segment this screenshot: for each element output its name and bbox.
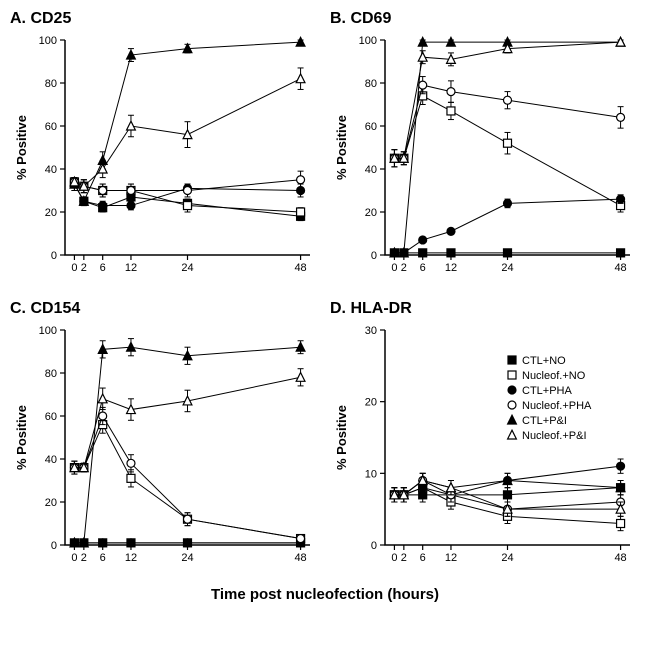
svg-text:80: 80 [365,78,377,90]
svg-text:48: 48 [294,262,306,274]
svg-text:0: 0 [51,250,57,262]
svg-text:2: 2 [81,262,87,274]
svg-text:Nucleof.+P&I: Nucleof.+P&I [522,430,587,442]
svg-text:2: 2 [401,552,407,564]
svg-text:40: 40 [45,454,57,466]
svg-text:6: 6 [100,552,106,564]
svg-text:12: 12 [445,552,457,564]
chart-B: 020406080100026122448% Positive [330,30,640,290]
panel-D-title: D. HLA-DR [330,300,640,318]
svg-text:24: 24 [501,552,513,564]
panel-C: C. CD154 020406080100026122448% Positive [10,300,320,580]
svg-text:0: 0 [371,540,377,552]
svg-text:20: 20 [365,397,377,409]
svg-text:0: 0 [71,552,77,564]
svg-text:48: 48 [614,262,626,274]
panel-B-title: B. CD69 [330,10,640,28]
svg-text:20: 20 [45,207,57,219]
svg-text:0: 0 [391,262,397,274]
svg-text:% Positive: % Positive [334,115,349,180]
svg-text:Nucleof.+PHA: Nucleof.+PHA [522,400,592,412]
svg-text:Nucleof.+NO: Nucleof.+NO [522,370,586,382]
svg-text:60: 60 [365,121,377,133]
svg-text:40: 40 [365,164,377,176]
svg-text:10: 10 [365,468,377,480]
svg-text:12: 12 [125,262,137,274]
svg-text:% Positive: % Positive [14,405,29,470]
figure-grid: A. CD25 020406080100026122448% Positive … [10,10,640,603]
panel-B: B. CD69 020406080100026122448% Positive [330,10,640,290]
svg-text:48: 48 [614,552,626,564]
svg-text:40: 40 [45,164,57,176]
chart-A: 020406080100026122448% Positive [10,30,320,290]
svg-text:100: 100 [359,35,377,47]
svg-text:100: 100 [39,325,57,337]
panel-D: D. HLA-DR 0102030026122448% PositiveCTL+… [330,300,640,580]
svg-text:0: 0 [391,552,397,564]
svg-text:24: 24 [501,262,513,274]
svg-text:60: 60 [45,411,57,423]
svg-text:6: 6 [100,262,106,274]
svg-text:2: 2 [401,262,407,274]
svg-text:80: 80 [45,78,57,90]
svg-text:0: 0 [371,250,377,262]
svg-text:% Positive: % Positive [334,405,349,470]
svg-text:CTL+PHA: CTL+PHA [522,385,572,397]
svg-text:20: 20 [45,497,57,509]
svg-text:% Positive: % Positive [14,115,29,180]
svg-text:30: 30 [365,325,377,337]
svg-text:80: 80 [45,368,57,380]
svg-text:0: 0 [71,262,77,274]
x-axis-label: Time post nucleofection (hours) [10,586,640,603]
svg-text:24: 24 [181,262,193,274]
svg-text:60: 60 [45,121,57,133]
svg-text:CTL+NO: CTL+NO [522,355,566,367]
svg-text:0: 0 [51,540,57,552]
panel-C-title: C. CD154 [10,300,320,318]
chart-C: 020406080100026122448% Positive [10,320,320,580]
svg-text:2: 2 [81,552,87,564]
svg-text:CTL+P&I: CTL+P&I [522,415,567,427]
svg-text:12: 12 [445,262,457,274]
svg-text:20: 20 [365,207,377,219]
chart-D: 0102030026122448% PositiveCTL+NONucleof.… [330,320,640,580]
svg-text:24: 24 [181,552,193,564]
svg-text:6: 6 [420,262,426,274]
svg-text:48: 48 [294,552,306,564]
svg-text:12: 12 [125,552,137,564]
panel-A: A. CD25 020406080100026122448% Positive [10,10,320,290]
panel-A-title: A. CD25 [10,10,320,28]
svg-text:100: 100 [39,35,57,47]
svg-text:6: 6 [420,552,426,564]
